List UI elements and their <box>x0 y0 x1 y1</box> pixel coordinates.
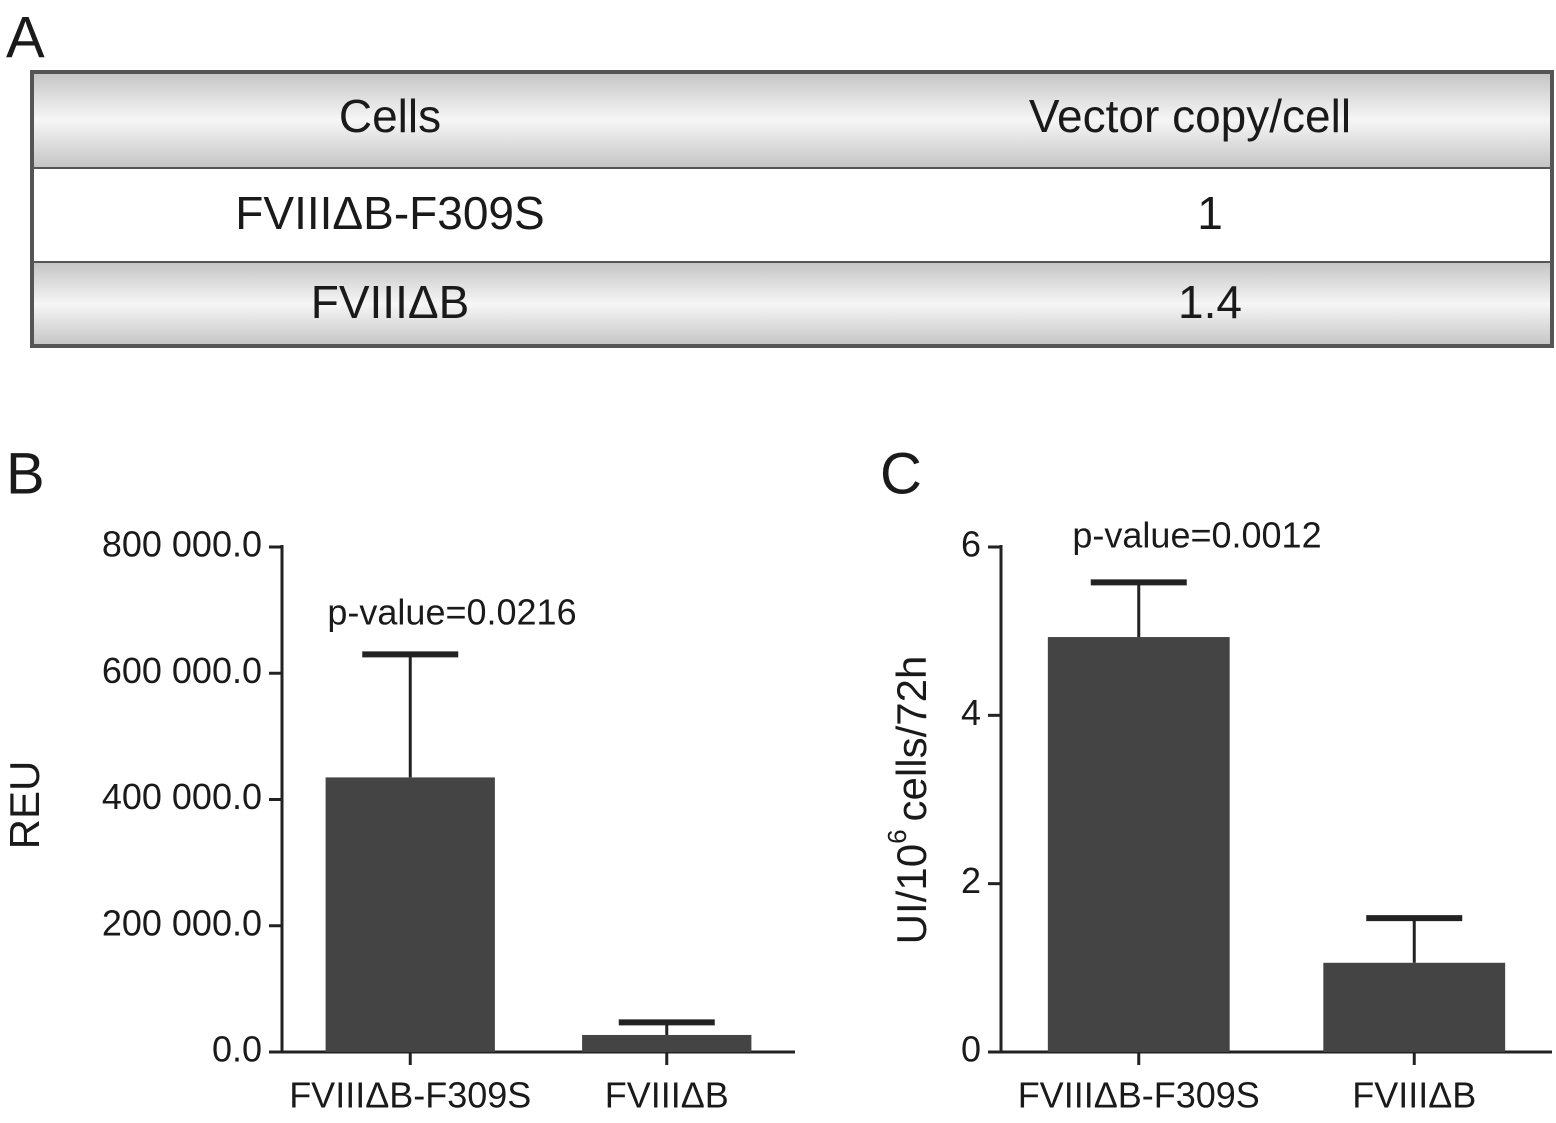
table-row-shaded <box>31 71 1553 169</box>
table-cell: FVIIIΔB <box>311 276 470 328</box>
table-row-shaded <box>31 261 1553 347</box>
y-tick-label: 2 <box>961 860 981 901</box>
table-header: Cells <box>339 90 441 142</box>
bar <box>582 1034 752 1052</box>
y-tick-label: 6 <box>961 524 981 565</box>
bar <box>325 777 495 1052</box>
table-row <box>31 167 1553 263</box>
y-axis-label-part: cells/72h <box>888 656 935 822</box>
panel-label: C <box>880 441 922 506</box>
y-tick-label: 0 <box>961 1029 981 1070</box>
y-axis-label: REU <box>1 761 48 850</box>
panel-label: A <box>6 5 45 70</box>
table-border <box>30 70 1554 348</box>
y-tick-label: 400 000.0 <box>102 776 262 817</box>
table-header: Vector copy/cell <box>1029 90 1351 142</box>
bar <box>1047 637 1230 1052</box>
y-tick-label: 800 000.0 <box>102 524 262 565</box>
x-tick-label: FVIIIΔB-F309S <box>1018 1075 1260 1116</box>
y-axis-label-part: 6 <box>882 829 912 843</box>
x-tick-label: FVIIIΔB <box>1352 1075 1476 1116</box>
annotation: p-value=0.0216 <box>327 592 576 633</box>
bar <box>1323 962 1506 1052</box>
y-tick-label: 4 <box>961 692 981 733</box>
y-axis-label: UI/106 cells/72h <box>882 656 935 945</box>
y-axis-label-part: REU <box>1 761 48 850</box>
panel-label: B <box>6 441 45 506</box>
x-tick-label: FVIIIΔB-F309S <box>289 1075 531 1116</box>
table-cell: 1.4 <box>1178 276 1242 328</box>
y-tick-label: 200 000.0 <box>102 902 262 943</box>
y-axis-label-part: UI/10 <box>888 844 935 944</box>
table-cell: FVIIIΔB-F309S <box>235 187 544 239</box>
y-tick-label: 600 000.0 <box>102 650 262 691</box>
y-tick-label: 0.0 <box>212 1029 262 1070</box>
annotation: p-value=0.0012 <box>1072 515 1321 556</box>
table-cell: 1 <box>1197 187 1223 239</box>
x-tick-label: FVIIIΔB <box>605 1075 729 1116</box>
